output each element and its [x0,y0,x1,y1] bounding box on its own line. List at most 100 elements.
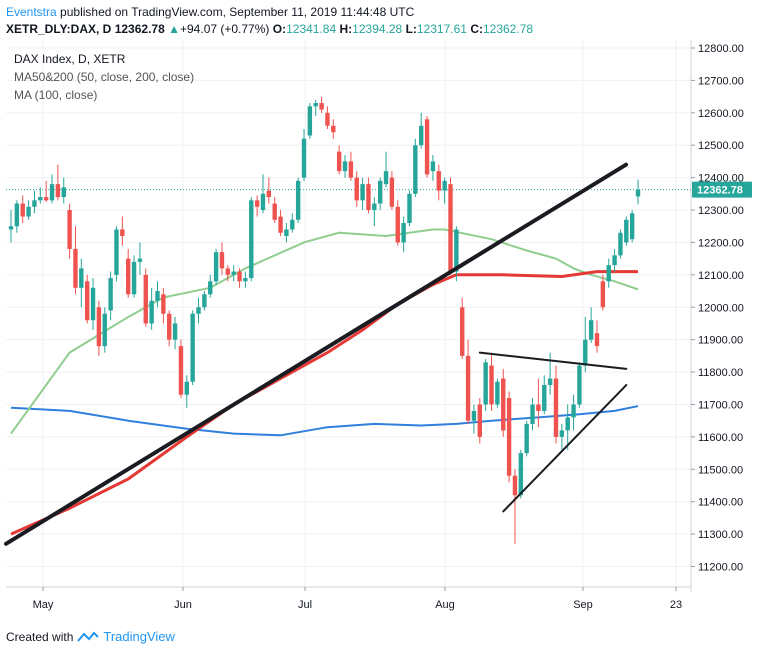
candle-body [137,258,143,262]
candle-body [436,171,441,191]
symbol-info: XETR_DLY:DAX, D 12362.78 ▲+94.07 (+0.77%… [6,22,533,36]
candle-body [454,229,459,272]
candle [454,226,459,282]
candle-body [84,281,90,321]
trendline[interactable] [4,162,628,546]
candle [594,320,600,353]
candle-body [489,365,494,405]
candle-body [553,378,559,437]
trendlines[interactable] [4,162,628,546]
candle-body [131,261,137,295]
up-arrow-icon: ▲ [168,22,180,36]
candle-body [565,417,570,431]
candle [483,359,488,411]
candle-body [512,475,518,496]
candle [606,258,611,288]
candle-body [126,258,131,295]
candle-body [143,274,148,324]
candle-body [383,171,389,185]
candle [172,316,178,350]
candle [600,274,606,311]
candle-body [342,161,348,172]
time-axis[interactable]: May Jun Jul Aug Sep 23 [33,587,683,611]
candle [96,300,102,356]
candle [149,287,154,330]
candle [67,203,72,259]
candle [284,222,289,243]
candle-body [624,219,629,243]
candle-body [161,294,166,314]
candle [624,216,629,246]
candle [155,281,160,308]
candle-body [172,323,178,340]
ma200-line [10,270,638,536]
last-price-badge: 12362.78 [692,181,752,198]
candle-body [79,268,84,288]
candle-body [20,203,25,217]
last-value: 12362.78 [114,22,165,36]
candle-body [354,177,359,201]
candle-body [407,193,412,223]
y-tick-label: 12300.00 [698,205,744,217]
trendline[interactable] [478,351,628,370]
candle [512,469,518,544]
x-tick-label: 23 [670,599,682,611]
candle [102,307,107,353]
candle [243,271,248,288]
candle-body [178,346,184,395]
candle [20,195,25,223]
candle-body [430,161,436,172]
candle [325,106,330,130]
candle-body [629,213,635,240]
y-tick-label: 11200.00 [698,562,743,574]
candle [8,210,14,243]
candle-body [471,410,477,421]
candle-body [442,180,447,191]
candle-body [495,381,500,405]
candle-body [524,423,529,454]
candle-body [583,339,588,366]
last-price-label: 12362.78 [697,185,743,197]
candle-body [55,184,61,198]
candle-body [14,203,20,227]
candle-body [120,229,125,236]
trendline[interactable] [502,384,628,513]
candle-body [260,193,266,211]
y-tick-label: 12700.00 [698,75,744,87]
y-tick-label: 12800.00 [698,43,744,55]
author-link[interactable]: Eventstra [6,5,57,19]
candle-body [313,103,318,107]
candle-body [547,378,553,386]
candle-body [213,252,219,282]
candle [254,195,260,217]
candle [272,197,277,223]
created-with-text: Created with [6,629,74,644]
candle-body [518,453,524,496]
y-tick-label: 11500.00 [698,464,743,476]
symbol-name: XETR_DLY:DAX, D [6,22,112,36]
candle [237,268,242,288]
candle [629,210,635,243]
candle-body [360,184,365,201]
close-label: C: [470,22,483,36]
candle [290,213,295,233]
candle-body [190,313,195,382]
candle [383,151,389,188]
candle [342,154,348,178]
candle-body [348,161,354,178]
candle [43,180,49,202]
candle-body [49,184,55,201]
candle-body [202,294,207,308]
x-tick-label: Jun [174,599,192,611]
candle-body [377,180,383,204]
price-axis[interactable]: 12800.00 12700.00 12600.00 12500.00 12400.00… [691,43,744,574]
y-tick-label: 12400.00 [698,173,744,185]
y-tick-label: 12200.00 [698,237,744,249]
candle [571,394,576,431]
candle [26,200,31,220]
candle-body [460,307,465,356]
tradingview-brand-link[interactable]: TradingView [103,629,175,644]
candle [524,420,529,457]
candle-body [266,190,272,198]
